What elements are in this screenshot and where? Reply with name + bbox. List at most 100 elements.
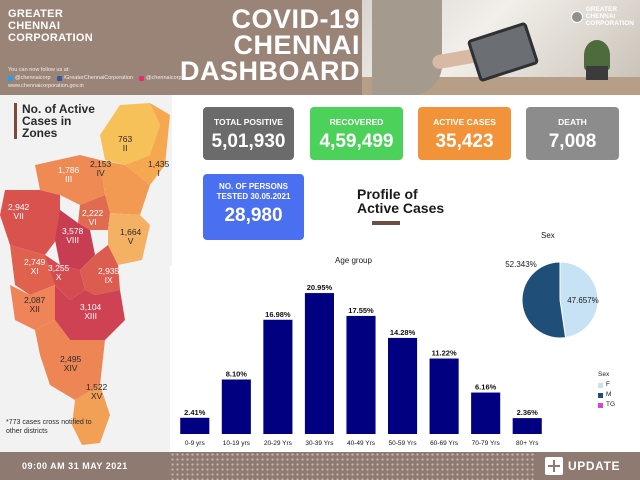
legend-swatch: [598, 382, 603, 388]
follow-block: You can now follow us at: @chennaicorp /…: [8, 66, 182, 90]
zone-roman: XII: [29, 304, 40, 314]
zone-IV[interactable]: [100, 160, 150, 215]
zone-roman: III: [65, 174, 73, 184]
card-value: 4,59,499: [319, 131, 394, 152]
website-link[interactable]: www.chennaicorporation.gov.in: [8, 83, 84, 89]
zone-X[interactable]: [45, 255, 85, 300]
zone-VI[interactable]: [78, 195, 110, 230]
card-value: 7,008: [548, 131, 597, 152]
zone-label-vii: 2,942 VII: [8, 203, 29, 221]
zone-roman: I: [157, 168, 160, 178]
zone-roman: VIII: [66, 235, 80, 245]
card-death: DEATH 7,008: [526, 107, 619, 160]
zone-I[interactable]: [125, 103, 170, 185]
zone-label-i: 1,435 I: [148, 160, 169, 178]
zone-value: 1,664: [120, 227, 142, 237]
social-link-facebook[interactable]: /GreaterChennaiCorporation: [56, 74, 133, 82]
update-label: UPDATE: [568, 459, 621, 473]
zone-XV[interactable]: [72, 385, 110, 445]
brand-line-2: CHENNAI: [8, 20, 61, 32]
brand-line-1: GREATER: [8, 8, 64, 20]
bar-category-label: 70-79 Yrs: [472, 440, 501, 447]
card-label: ACTIVE CASES: [433, 117, 496, 127]
header-photo: GREATER CHENNAI CORPORATION: [362, 0, 640, 95]
card-value: 28,980: [224, 205, 283, 226]
profile-title: Profile of Active Cases: [357, 186, 445, 216]
bar-category-label: 50-59 Yrs: [389, 440, 418, 447]
card-label: DEATH: [558, 117, 587, 127]
bar-category-label: 20-29 Yrs: [264, 440, 293, 447]
zone-value: 2,749: [24, 257, 46, 267]
bar-value-label: 14.28%: [390, 328, 416, 337]
zone-value: 1,786: [58, 165, 80, 175]
zone-III[interactable]: [35, 155, 105, 205]
bar-80-yrs[interactable]: [512, 418, 542, 434]
pie-label-f: 47.657%: [567, 296, 599, 305]
update-button[interactable]: UPDATE: [545, 457, 620, 475]
bar-0-9-yrs[interactable]: [180, 417, 210, 434]
pie-slice-f[interactable]: [559, 261, 599, 339]
card-active-cases: ACTIVE CASES 35,423: [418, 107, 511, 160]
zone-value: 3,578: [62, 226, 84, 236]
card-label: TOTAL POSITIVE: [214, 117, 283, 127]
zone-value: 1,435: [148, 159, 170, 169]
pie-slice-m[interactable]: [521, 261, 567, 339]
sex-chart-title: Sex: [541, 231, 555, 240]
bar-category-label: 40-49 Yrs: [347, 440, 376, 447]
legend-item-m: M: [598, 390, 615, 400]
card-total-positive: TOTAL POSITIVE 5,01,930: [203, 107, 294, 160]
zone-map: [0, 103, 170, 445]
pie-label-m: 52.343%: [505, 260, 537, 269]
age-group-bar-chart: 2.41% 0-9 yrs 8.10% 10-19 yrs 16.98% 20-29 Yr…: [170, 266, 552, 452]
zone-label-ix: 2,935 IX: [98, 267, 119, 285]
zone-roman: VII: [13, 211, 24, 221]
facebook-icon: [56, 75, 62, 81]
brand-line-3: CORPORATION: [8, 32, 93, 44]
bar-value-label: 2.36%: [517, 408, 539, 417]
card-recovered: RECOVERED 4,59,499: [310, 107, 403, 160]
dashboard-title: COVID-19 CHENNAI DASHBOARD: [180, 4, 360, 86]
zone-label-xiii: 3,104 XIII: [80, 303, 101, 321]
zone-VIII[interactable]: [55, 210, 95, 270]
zone-label-vi: 2,222 VI: [82, 209, 103, 227]
zone-value: 3,104: [80, 302, 102, 312]
bar-value-label: 6.16%: [475, 383, 497, 392]
zone-IX[interactable]: [80, 245, 120, 295]
zone-XIII[interactable]: [55, 285, 125, 340]
zone-XIV[interactable]: [35, 320, 105, 400]
bar-70-79-yrs[interactable]: [471, 392, 501, 434]
bar-30-39-yrs[interactable]: [304, 293, 334, 434]
instagram-icon: [138, 75, 144, 81]
zone-value: 3,255: [48, 263, 70, 273]
bar-20-29-yrs[interactable]: [263, 319, 293, 434]
cross-notified-note: *773 cases cross notified to other distr…: [6, 419, 92, 435]
social-link-twitter[interactable]: @chennaicorp: [8, 74, 51, 82]
bar-60-69-yrs[interactable]: [429, 358, 459, 434]
corporation-logo: GREATER CHENNAI CORPORATION: [570, 6, 634, 27]
zone-value: 2,935: [98, 266, 120, 276]
zone-VII[interactable]: [0, 190, 60, 255]
bar-10-19-yrs[interactable]: [221, 379, 251, 434]
zone-value: 2,222: [82, 208, 104, 218]
seal-icon: [570, 10, 583, 23]
zone-V[interactable]: [108, 213, 150, 265]
bar-value-label: 16.98%: [265, 310, 291, 319]
bar-50-59-yrs[interactable]: [388, 337, 418, 434]
bar-40-49-yrs[interactable]: [346, 315, 376, 434]
zone-XII[interactable]: [10, 285, 55, 330]
bar-category-label: 0-9 yrs: [185, 440, 206, 447]
bar-value-label: 17.55%: [348, 306, 374, 315]
legend-title: Sex: [598, 371, 610, 378]
zone-II[interactable]: [100, 103, 160, 165]
follow-text: You can now follow us at:: [8, 67, 70, 73]
zone-roman: XIII: [84, 311, 98, 321]
zone-label-x: 3,255 X: [48, 264, 69, 282]
card-label: NO. OF PERSONS TESTED 30.05.2021: [216, 182, 291, 201]
zone-roman: XV: [90, 391, 103, 401]
zone-label-viii: 3,578 VIII: [62, 227, 83, 245]
social-link-instagram[interactable]: @chennaicorp: [138, 74, 182, 82]
age-chart-title: Age group: [335, 256, 372, 265]
update-timestamp: 09:00 AM 31 MAY 2021: [22, 461, 128, 471]
legend-item-tg: TG: [598, 400, 615, 410]
zone-roman: X: [55, 272, 62, 282]
